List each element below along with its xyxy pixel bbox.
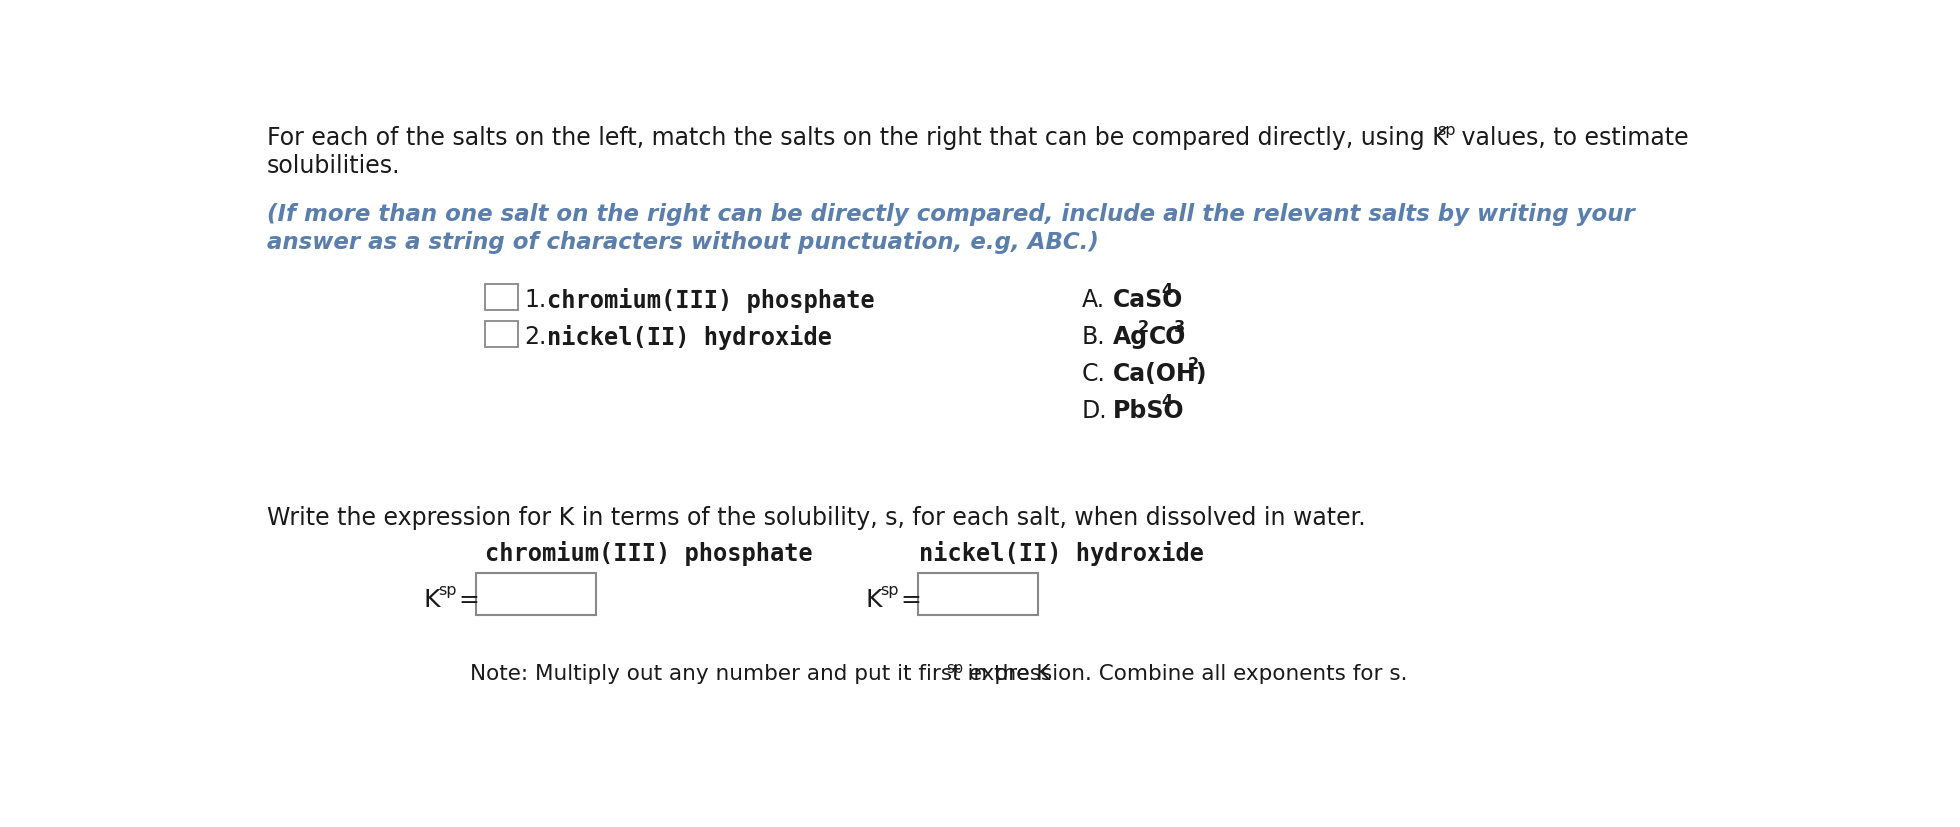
Text: nickel(II) hydroxide: nickel(II) hydroxide	[919, 541, 1203, 566]
Text: sp: sp	[1437, 123, 1456, 138]
Text: CaSO: CaSO	[1113, 288, 1184, 312]
Text: 2: 2	[1139, 320, 1149, 335]
Text: 1.: 1.	[523, 288, 547, 312]
Text: D.: D.	[1082, 399, 1107, 423]
Text: Ca(OH): Ca(OH)	[1113, 361, 1207, 385]
Text: sp: sp	[880, 582, 898, 597]
Text: expression. Combine all exponents for s.: expression. Combine all exponents for s.	[962, 663, 1407, 683]
FancyBboxPatch shape	[476, 573, 596, 615]
Text: Note: Multiply out any number and put it first in the K: Note: Multiply out any number and put it…	[470, 663, 1051, 683]
Text: values, to estimate: values, to estimate	[1454, 127, 1690, 151]
Text: K: K	[864, 587, 882, 611]
Text: For each of the salts on the left, match the salts on the right that can be comp: For each of the salts on the left, match…	[267, 127, 1446, 151]
Text: =: =	[459, 587, 478, 611]
Text: nickel(II) hydroxide: nickel(II) hydroxide	[547, 324, 833, 350]
Text: chromium(III) phosphate: chromium(III) phosphate	[486, 541, 813, 566]
Text: (If more than one salt on the right can be directly compared, include all the re: (If more than one salt on the right can …	[267, 203, 1635, 226]
Text: =: =	[900, 587, 921, 611]
Text: 3: 3	[1174, 320, 1184, 335]
Text: 2: 2	[1188, 357, 1198, 372]
Text: B.: B.	[1082, 324, 1105, 348]
Text: C.: C.	[1082, 361, 1105, 385]
Text: K: K	[423, 587, 439, 611]
Text: chromium(III) phosphate: chromium(III) phosphate	[547, 288, 874, 313]
Text: 4: 4	[1160, 394, 1172, 409]
FancyBboxPatch shape	[486, 322, 517, 347]
Text: 4: 4	[1160, 283, 1172, 298]
Text: Ag: Ag	[1113, 324, 1149, 348]
Text: PbSO: PbSO	[1113, 399, 1184, 423]
Text: Write the expression for K in terms of the solubility, s, for each salt, when di: Write the expression for K in terms of t…	[267, 505, 1366, 529]
FancyBboxPatch shape	[917, 573, 1039, 615]
Text: solubilities.: solubilities.	[267, 154, 400, 178]
Text: A.: A.	[1082, 288, 1105, 312]
Text: sp: sp	[947, 660, 964, 675]
Text: 2.: 2.	[523, 324, 547, 348]
Text: sp: sp	[437, 582, 457, 597]
Text: CO: CO	[1149, 324, 1186, 348]
Text: answer as a string of characters without punctuation, e.g, ABC.): answer as a string of characters without…	[267, 231, 1098, 254]
FancyBboxPatch shape	[486, 284, 517, 311]
